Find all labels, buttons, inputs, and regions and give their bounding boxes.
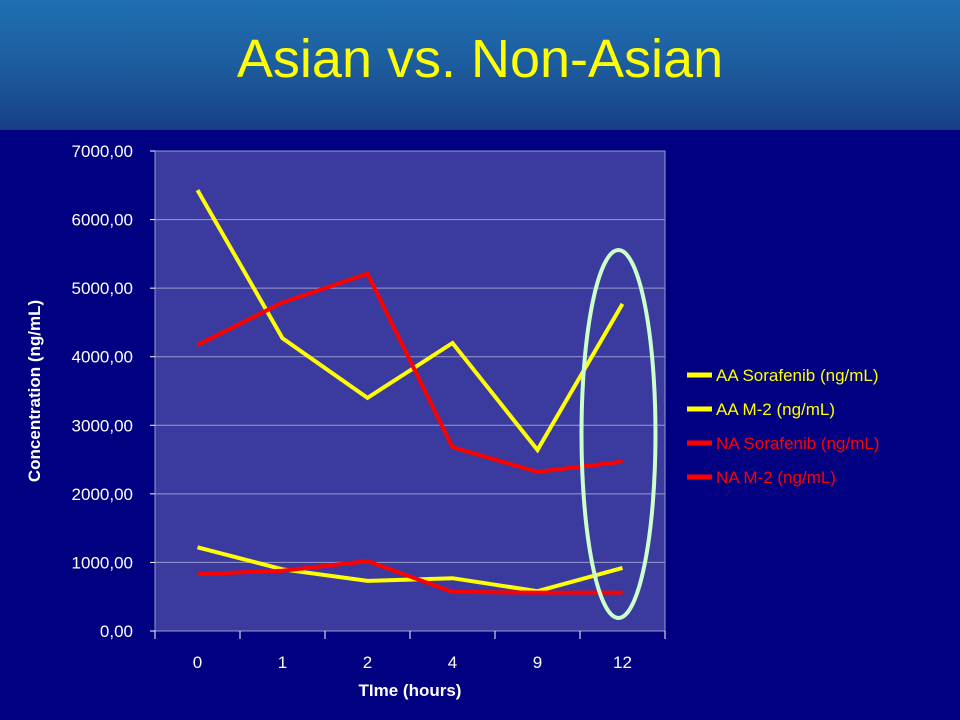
x-tick-label: 1: [278, 653, 287, 672]
x-tick-label: 12: [613, 653, 632, 672]
series-line-4: [197, 559, 623, 595]
x-tick-label: 9: [533, 653, 542, 672]
y-tick-label: 0,00: [100, 622, 133, 641]
y-tick-label: 6000,00: [72, 211, 133, 230]
legend-label: NA Sorafenib (ng/mL): [716, 434, 879, 453]
x-tick-label: 4: [448, 653, 457, 672]
series-line-3: [196, 271, 623, 474]
plot-area: [154, 150, 666, 632]
x-tick-label: 0: [193, 653, 202, 672]
y-axis-label: Concentration (ng/mL): [25, 300, 44, 482]
y-tick-label: 5000,00: [72, 279, 133, 298]
title-bar: [0, 0, 960, 130]
page-title: Asian vs. Non-Asian: [236, 29, 724, 89]
y-tick-label: 3000,00: [72, 416, 133, 435]
legend: AA Sorafenib (ng/mL) AA M-2 (ng/mL) NA Sor…: [687, 366, 879, 487]
series-line-2: [196, 545, 624, 594]
legend-label: NA M-2 (ng/mL): [716, 468, 836, 487]
y-tick-label: 1000,00: [72, 553, 133, 572]
legend-label: AA M-2 (ng/mL): [716, 400, 835, 419]
x-tick-label: 2: [363, 653, 372, 672]
y-tick-label: 2000,00: [72, 485, 133, 504]
y-tick-label: 4000,00: [72, 348, 133, 367]
highlight-ellipse: [579, 248, 658, 620]
x-axis-label: TIme (hours): [359, 681, 462, 700]
y-tick-label: 7000,00: [72, 142, 133, 161]
series-line-1: [195, 189, 625, 454]
legend-label: AA Sorafenib (ng/mL): [716, 366, 879, 385]
